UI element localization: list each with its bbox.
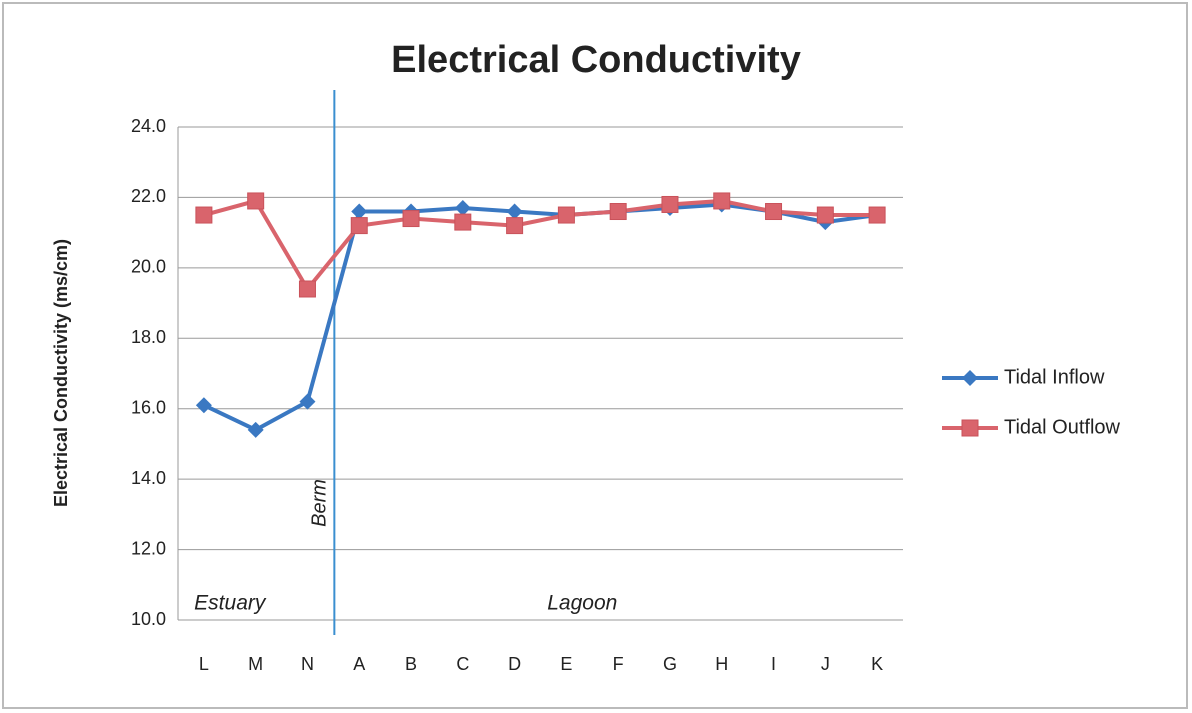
data-point	[247, 421, 264, 438]
x-tick-label: L	[199, 654, 209, 674]
data-point	[299, 393, 316, 410]
y-axis-title: Electrical Conductivity (ms/cm)	[51, 239, 71, 507]
data-point	[816, 206, 834, 224]
data-point	[402, 210, 420, 228]
y-tick-label: 16.0	[131, 397, 166, 417]
data-point	[506, 203, 523, 220]
x-tick-label: B	[405, 654, 417, 674]
y-tick-label: 12.0	[131, 538, 166, 558]
annotation: Berm	[309, 479, 331, 527]
y-tick-label: 24.0	[131, 116, 166, 136]
x-tick-label: G	[663, 654, 677, 674]
x-tick-label: D	[508, 654, 521, 674]
y-tick-label: 22.0	[131, 186, 166, 206]
data-point	[195, 206, 213, 224]
data-point	[454, 213, 472, 231]
x-tick-label: F	[613, 654, 624, 674]
data-point	[195, 397, 212, 414]
annotation: Lagoon	[547, 592, 617, 615]
x-tick-label: N	[301, 654, 314, 674]
data-point	[454, 199, 471, 216]
y-tick-label: 14.0	[131, 468, 166, 488]
y-tick-label: 18.0	[131, 327, 166, 347]
data-point	[350, 217, 368, 235]
y-tick-label: 10.0	[131, 609, 166, 629]
data-point	[506, 217, 524, 235]
x-tick-label: M	[248, 654, 263, 674]
x-tick-label: I	[771, 654, 776, 674]
data-point	[868, 206, 886, 224]
x-tick-label: J	[821, 654, 830, 674]
data-point	[609, 203, 627, 221]
legend-label: Tidal Outflow	[1004, 416, 1121, 438]
x-tick-label: E	[560, 654, 572, 674]
series-line	[203, 198, 878, 293]
data-point	[765, 203, 783, 221]
data-point	[247, 192, 265, 210]
data-point	[557, 206, 575, 224]
annotation: Estuary	[194, 592, 267, 615]
chart-title: Electrical Conductivity	[391, 39, 801, 81]
data-point	[713, 192, 731, 210]
x-tick-label: C	[456, 654, 469, 674]
x-tick-label: K	[871, 654, 883, 674]
legend-marker	[961, 419, 979, 437]
data-point	[298, 280, 316, 298]
data-point	[661, 195, 679, 213]
legend-marker	[962, 370, 978, 386]
x-tick-label: H	[715, 654, 728, 674]
legend-label: Tidal Inflow	[1004, 366, 1105, 388]
y-tick-label: 20.0	[131, 257, 166, 277]
x-tick-label: A	[353, 654, 365, 674]
data-point	[351, 203, 368, 220]
